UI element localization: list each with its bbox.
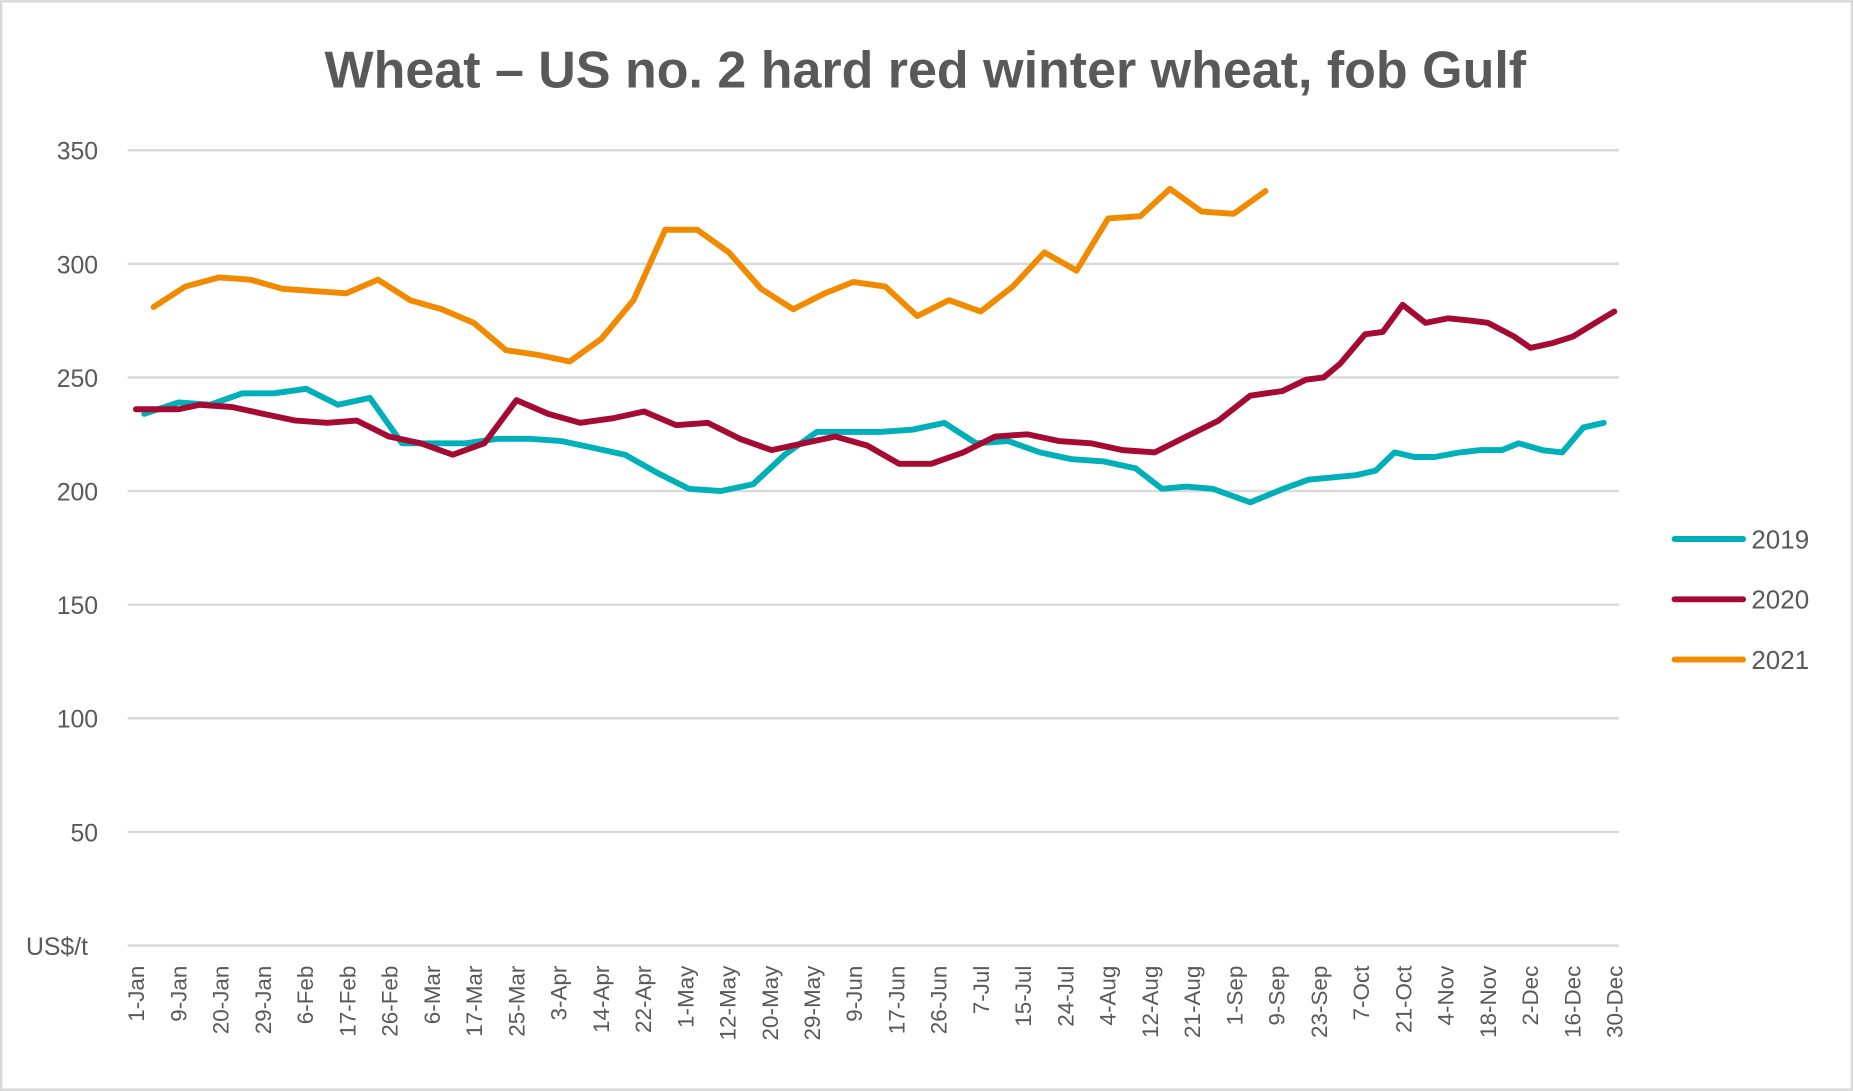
- y-tick-label: 300: [57, 252, 98, 279]
- legend-label: 2020: [1751, 585, 1809, 615]
- x-tick-label: 30-Dec: [1603, 966, 1628, 1038]
- x-tick-label: 1-Sep: [1222, 966, 1247, 1026]
- series-line-2020: [132, 301, 1618, 467]
- x-tick-label: 1-Jan: [124, 966, 149, 1022]
- legend: 2019 2020 2021: [1671, 524, 1809, 675]
- x-tick-label: 26-Jun: [927, 966, 952, 1035]
- x-tick-label: 29-May: [800, 965, 825, 1041]
- legend-item-2019: 2019: [1671, 524, 1809, 554]
- y-axis-label: US$/t: [26, 934, 88, 961]
- gridlines: [127, 149, 1620, 947]
- legend-item-2021: 2021: [1671, 645, 1809, 675]
- x-tick-label: 4-Aug: [1096, 966, 1121, 1026]
- x-tick-label: 6-Mar: [420, 965, 445, 1024]
- series-line-2021: [150, 185, 1269, 365]
- x-tick-label: 20-May: [758, 965, 783, 1041]
- x-tick-label: 17-Mar: [462, 965, 487, 1037]
- x-tick-label: 4-Nov: [1434, 965, 1459, 1026]
- y-tick-label: 200: [57, 480, 98, 507]
- y-tick-label: 50: [70, 820, 98, 847]
- series-lines: [132, 185, 1618, 506]
- x-tick-label: 7-Oct: [1349, 965, 1374, 1021]
- y-axis-ticks: 50 100 150 200 250 300 350: [57, 139, 98, 848]
- x-tick-label: 29-Jan: [251, 966, 276, 1035]
- x-tick-label: 9-Sep: [1265, 966, 1290, 1026]
- y-tick-label: 150: [57, 593, 98, 620]
- y-tick-label: 350: [57, 139, 98, 166]
- x-tick-label: 6-Feb: [293, 966, 318, 1025]
- x-tick-label: 1-May: [673, 965, 698, 1028]
- x-tick-label: 25-Mar: [504, 965, 529, 1037]
- x-tick-label: 16-Dec: [1560, 966, 1585, 1038]
- x-tick-label: 9-Jan: [166, 966, 191, 1022]
- x-tick-label: 24-Jul: [1053, 966, 1078, 1027]
- x-tick-label: 18-Nov: [1476, 965, 1501, 1038]
- x-tick-label: 21-Aug: [1180, 966, 1205, 1038]
- legend-item-2020: 2020: [1671, 585, 1809, 615]
- y-tick-label: 100: [57, 707, 98, 734]
- x-tick-label: 17-Feb: [335, 966, 360, 1037]
- x-tick-label: 15-Jul: [1011, 966, 1036, 1027]
- x-tick-label: 14-Apr: [589, 965, 614, 1033]
- x-tick-label: 21-Oct: [1391, 965, 1416, 1033]
- x-tick-label: 9-Jun: [842, 966, 867, 1022]
- x-tick-label: 12-Aug: [1138, 966, 1163, 1038]
- x-tick-label: 17-Jun: [884, 966, 909, 1035]
- x-tick-label: 26-Feb: [378, 966, 403, 1037]
- legend-label: 2019: [1751, 524, 1809, 554]
- x-tick-label: 12-May: [716, 965, 741, 1041]
- legend-label: 2021: [1751, 645, 1809, 675]
- x-tick-label: 2-Dec: [1518, 966, 1543, 1026]
- x-axis-ticks: 1-Jan 9-Jan 20-Jan 29-Jan 6-Feb 17-Feb 26-Feb 6…: [124, 965, 1627, 1041]
- x-tick-label: 7-Jul: [969, 966, 994, 1015]
- x-tick-label: 20-Jan: [209, 966, 234, 1035]
- y-tick-label: 250: [57, 366, 98, 393]
- x-tick-label: 3-Apr: [547, 965, 572, 1020]
- chart-title: Wheat – US no. 2 hard red winter wheat, …: [325, 42, 1527, 100]
- x-tick-label: 23-Sep: [1307, 966, 1332, 1038]
- x-tick-label: 22-Apr: [631, 965, 656, 1033]
